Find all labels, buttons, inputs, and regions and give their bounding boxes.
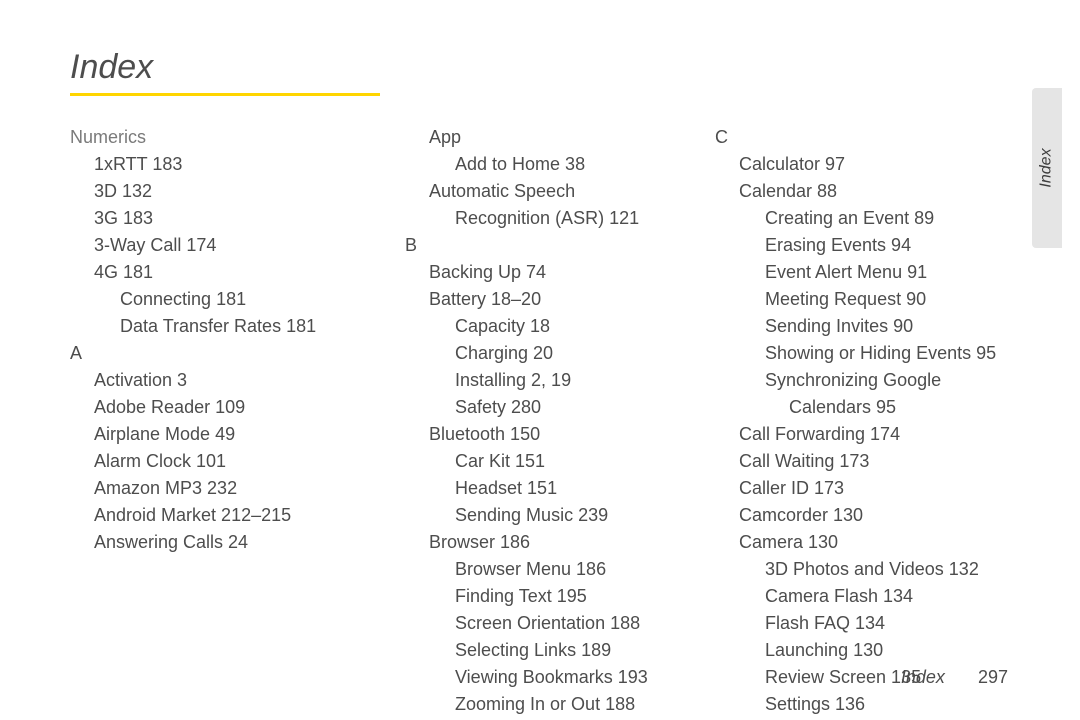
index-page: Index Numerics1xRTT 1833D 1323G 1833-Way…	[0, 0, 1080, 720]
index-entry: Data Transfer Rates 181	[70, 313, 405, 340]
index-entry: Event Alert Menu 91	[715, 259, 1010, 286]
index-entry: Flash FAQ 134	[715, 610, 1010, 637]
index-entry: Calendar 88	[715, 178, 1010, 205]
side-tab-label: Index	[1038, 148, 1056, 187]
index-entry: Battery 18–20	[405, 286, 715, 313]
index-column-2: AppAdd to Home 38Automatic SpeechRecogni…	[405, 124, 715, 718]
index-entry: Browser 186	[405, 529, 715, 556]
index-entry: Automatic Speech	[405, 178, 715, 205]
index-entry: 3G 183	[70, 205, 405, 232]
index-entry: Calculator 97	[715, 151, 1010, 178]
index-entry: Backing Up 74	[405, 259, 715, 286]
index-entry: Airplane Mode 49	[70, 421, 405, 448]
index-entry: Selecting Links 189	[405, 637, 715, 664]
index-entry: Camera Flash 134	[715, 583, 1010, 610]
index-entry: App	[405, 124, 715, 151]
index-section-heading: Numerics	[70, 124, 405, 151]
footer-page-number: 297	[978, 667, 1008, 687]
index-entry: Settings 136	[715, 691, 1010, 718]
index-entry: Meeting Request 90	[715, 286, 1010, 313]
index-entry: Zooming In or Out 188	[405, 691, 715, 718]
index-entry: Synchronizing Google	[715, 367, 1010, 394]
index-entry: Creating an Event 89	[715, 205, 1010, 232]
index-column-3: CCalculator 97Calendar 88Creating an Eve…	[715, 124, 1010, 718]
index-entry: Add to Home 38	[405, 151, 715, 178]
index-entry: Launching 130	[715, 637, 1010, 664]
index-column-1: Numerics1xRTT 1833D 1323G 1833-Way Call …	[70, 124, 405, 718]
side-tab: Index	[1032, 88, 1062, 248]
index-section-heading: B	[405, 232, 715, 259]
index-entry: Screen Orientation 188	[405, 610, 715, 637]
index-columns: Numerics1xRTT 1833D 1323G 1833-Way Call …	[70, 124, 1010, 718]
index-entry: Car Kit 151	[405, 448, 715, 475]
page-footer: Index 297	[901, 667, 1008, 688]
index-entry: Charging 20	[405, 340, 715, 367]
index-entry: Caller ID 173	[715, 475, 1010, 502]
footer-label: Index	[901, 667, 945, 687]
index-entry: Sending Music 239	[405, 502, 715, 529]
index-section-heading: A	[70, 340, 405, 367]
index-entry: Connecting 181	[70, 286, 405, 313]
title-rule	[70, 93, 380, 96]
index-entry: Call Waiting 173	[715, 448, 1010, 475]
index-entry: Viewing Bookmarks 193	[405, 664, 715, 691]
index-entry: Android Market 212–215	[70, 502, 405, 529]
index-entry: Bluetooth 150	[405, 421, 715, 448]
index-entry: Finding Text 195	[405, 583, 715, 610]
index-entry: 3-Way Call 174	[70, 232, 405, 259]
index-entry: Erasing Events 94	[715, 232, 1010, 259]
index-entry: Safety 280	[405, 394, 715, 421]
index-entry: Activation 3	[70, 367, 405, 394]
index-entry: Headset 151	[405, 475, 715, 502]
index-entry: Answering Calls 24	[70, 529, 405, 556]
index-entry: Adobe Reader 109	[70, 394, 405, 421]
index-entry: 3D Photos and Videos 132	[715, 556, 1010, 583]
index-entry: Camera 130	[715, 529, 1010, 556]
index-entry: 4G 181	[70, 259, 405, 286]
page-title: Index	[70, 48, 1010, 87]
index-entry: Installing 2, 19	[405, 367, 715, 394]
index-entry: Recognition (ASR) 121	[405, 205, 715, 232]
index-entry: Capacity 18	[405, 313, 715, 340]
index-entry: Showing or Hiding Events 95	[715, 340, 1010, 367]
index-entry: 1xRTT 183	[70, 151, 405, 178]
index-entry: Browser Menu 186	[405, 556, 715, 583]
index-entry: Sending Invites 90	[715, 313, 1010, 340]
index-entry: 3D 132	[70, 178, 405, 205]
index-entry: Calendars 95	[715, 394, 1010, 421]
index-entry: Call Forwarding 174	[715, 421, 1010, 448]
index-entry: Camcorder 130	[715, 502, 1010, 529]
index-section-heading: C	[715, 124, 1010, 151]
index-entry: Amazon MP3 232	[70, 475, 405, 502]
index-entry: Alarm Clock 101	[70, 448, 405, 475]
